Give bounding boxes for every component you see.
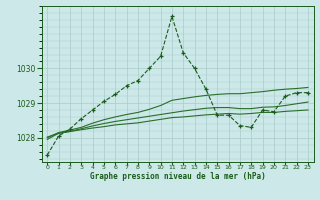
X-axis label: Graphe pression niveau de la mer (hPa): Graphe pression niveau de la mer (hPa) (90, 172, 266, 181)
